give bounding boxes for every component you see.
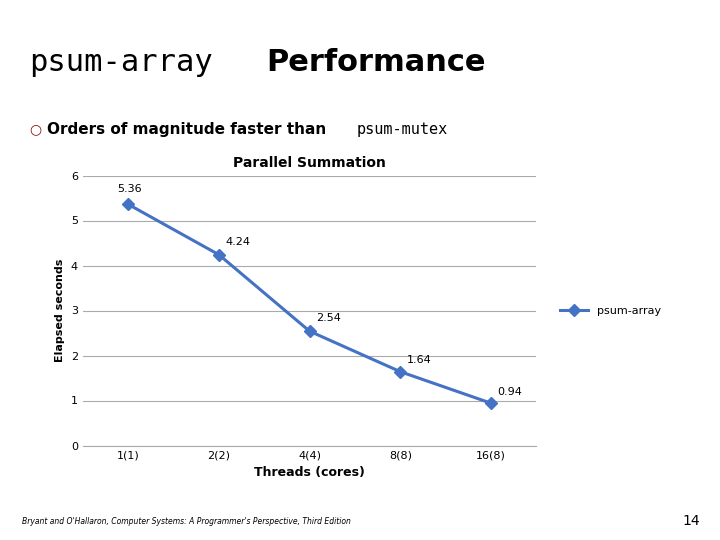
Text: ○: ○: [29, 123, 41, 136]
Text: Performance: Performance: [266, 48, 486, 77]
psum-array: [396, 368, 405, 375]
Text: 1.64: 1.64: [407, 355, 431, 366]
Text: 2.54: 2.54: [316, 313, 341, 323]
Text: Carnegie Mellon: Carnegie Mellon: [602, 9, 706, 19]
Title: Parallel Summation: Parallel Summation: [233, 156, 386, 170]
X-axis label: Threads (cores): Threads (cores): [254, 466, 365, 479]
Y-axis label: Elapsed seconds: Elapsed seconds: [55, 259, 66, 362]
psum-array: [124, 201, 132, 207]
Text: psum-mutex: psum-mutex: [356, 122, 448, 137]
Text: Orders of magnitude faster than: Orders of magnitude faster than: [47, 122, 331, 137]
psum-array: [215, 252, 223, 258]
Legend: psum-array: psum-array: [556, 301, 665, 320]
Text: 14: 14: [683, 514, 700, 528]
Text: 5.36: 5.36: [117, 184, 142, 194]
psum-array: [305, 328, 314, 334]
Text: psum-array: psum-array: [29, 48, 212, 77]
Text: 0.94: 0.94: [498, 387, 522, 397]
psum-array: [487, 400, 495, 407]
Text: Bryant and O'Hallaron, Computer Systems: A Programmer's Perspective, Third Editi: Bryant and O'Hallaron, Computer Systems:…: [22, 517, 351, 525]
Text: 4.24: 4.24: [225, 237, 251, 247]
Line: psum-array: psum-array: [124, 200, 495, 407]
